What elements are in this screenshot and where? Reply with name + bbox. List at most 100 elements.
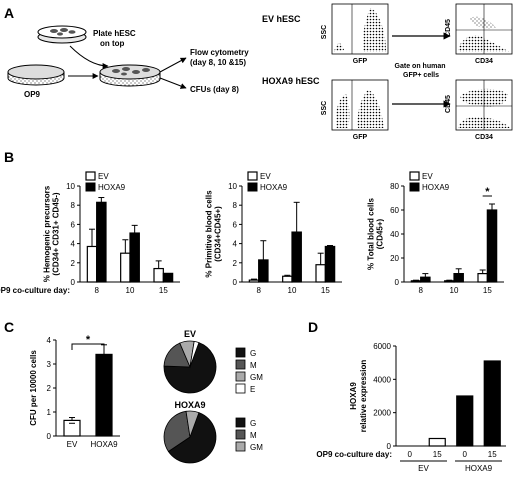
legend-swatch-ev [409,171,420,181]
bar-hoxa9 [162,272,174,283]
legend-swatch-hoxa9 [247,182,258,192]
chart-b2-primitive-blood-cells: 0 2 4 6 8 10 % Primitive blood cells (CD34+CD45… [205,171,342,295]
flow-cytometry-label: Flow cytometry (day 8, 10 &15) [190,48,251,67]
bar-ev [282,275,293,283]
bar [456,395,474,447]
pie-legend-swatch [235,441,246,452]
pie-legend-label: GM [250,443,263,452]
y-tick-label: 40 [390,230,399,239]
bar-ev [248,279,260,283]
bar-ev [410,280,422,283]
y-tick-label: 10 [228,182,237,191]
y-tick-label: 6 [71,220,76,229]
pie-slice-m [163,410,191,453]
op9-label: OP9 [24,90,41,99]
y-axis-label: (CD34+ CD31+ CD45-) [52,192,61,275]
bar-hoxa9 [486,209,498,283]
pie-legend-swatch [235,417,246,428]
pie-legend-label: M [250,361,257,370]
flow-plot-hoxa9-gfp: SSC GFP [321,79,389,141]
significance-star: * [86,334,91,346]
plate-hesc-label: Plate hESC on top [93,29,138,48]
legend-label-ev: EV [98,172,109,181]
y-axis-label: % Total blood cells [367,198,376,270]
legend-label-hoxa9: HOXA9 [260,183,288,192]
bar-hoxa9 [96,201,107,283]
y-axis-label: CFU per 10000 cells [29,350,38,426]
panel-label-c: C [4,319,14,335]
y-tick-label: 2 [47,384,52,393]
y-tick-label: 0 [71,278,76,287]
group-label: HOXA9 [465,464,493,473]
flow-arrow [159,57,187,73]
panel-a-schematic: Plate hESC on top OP9 [7,25,251,99]
pie-slice-e [189,340,200,368]
y-tick-label: 10 [66,182,75,191]
op9-dish-icon [7,64,65,86]
chart-d-hoxa9-expression: 0 2000 4000 6000 HOXA9 relative expression 0 15… [316,342,506,473]
y-tick-label: 6 [233,220,238,229]
x-tick-label: 15 [321,286,330,295]
ev-hesc-title: EV hESC [262,14,301,24]
y-tick-label: 60 [390,206,399,215]
axis-cd45: CD45 [445,19,452,37]
axis-ssc: SSC [321,25,328,39]
pie-legend-label: G [250,349,256,358]
chart-b3-total-blood-cells: 0 20 40 60 80 % Total blood cells (CD45+) 8 10 15… [367,171,504,295]
pie-title: HOXA9 [174,400,205,410]
legend-label-ev: EV [422,172,433,181]
y-tick-label: 2000 [373,409,391,418]
axis-gfp: GFP [353,58,368,65]
flow-plot-ev-cd: CD45 CD34 [445,3,513,65]
x-tick-label: 15 [433,450,442,459]
bar-hoxa9 [420,276,431,283]
x-tick-label: 0 [408,450,413,459]
pie-slice-g [167,412,217,464]
bar-ev [86,245,98,283]
y-tick-label: 8 [71,201,76,210]
bar-hoxa9 [324,245,336,283]
legend-label-hoxa9: HOXA9 [422,183,450,192]
y-tick-label: 6000 [373,342,391,351]
y-tick-label: 2 [233,259,238,268]
legend-swatch-hoxa9 [409,182,420,192]
cfu-day-label: CFUs (day 8) [190,85,239,94]
y-tick-label: 0 [395,278,400,287]
y-tick-label: 80 [390,182,399,191]
legend-label-hoxa9: HOXA9 [98,183,126,192]
bar-ev [63,419,81,437]
chart-c-cfu: 0 1 2 3 4 CFU per 10000 cells EV HOXA9 * [29,334,120,449]
pie-legend-label: E [250,385,255,394]
hesc-dish-icon [37,25,87,44]
bar-hoxa9 [258,259,269,283]
y-axis-label: (CD45+) [376,218,385,249]
pie-title: EV [184,329,196,339]
group-label: EV [418,464,429,473]
axis-cd34: CD34 [475,58,493,65]
x-tick-label: 8 [94,286,99,295]
bar-hoxa9 [95,353,113,437]
bar-hoxa9 [129,232,140,283]
x-tick-label: HOXA9 [90,440,118,449]
y-tick-label: 0 [47,432,52,441]
legend-label-ev: EV [260,172,271,181]
bar [483,360,501,447]
x-tick-label: 10 [126,286,135,295]
flow-plot-ev-gfp: SSC GFP [321,3,389,65]
pie-slice-gm [185,410,200,438]
x-tick-label: 15 [483,286,492,295]
y-tick-label: 8 [233,201,238,210]
pie-legend-swatch [235,383,246,394]
x-tick-label: 0 [463,450,468,459]
y-tick-label: 4000 [373,375,391,384]
y-tick-label: 4 [233,240,238,249]
legend-swatch-hoxa9 [85,182,96,192]
pie-legend-swatch [235,359,246,370]
y-axis-label: (CD34+CD45+) [214,206,223,262]
x-axis-label: OP9 co-culture day: [316,450,392,459]
legend-swatch-ev [85,171,96,181]
pie-legend-label: M [250,431,257,440]
y-axis-label: relative expression [359,360,368,433]
panel-label-a: A [4,5,14,21]
x-tick-label: 15 [488,450,497,459]
